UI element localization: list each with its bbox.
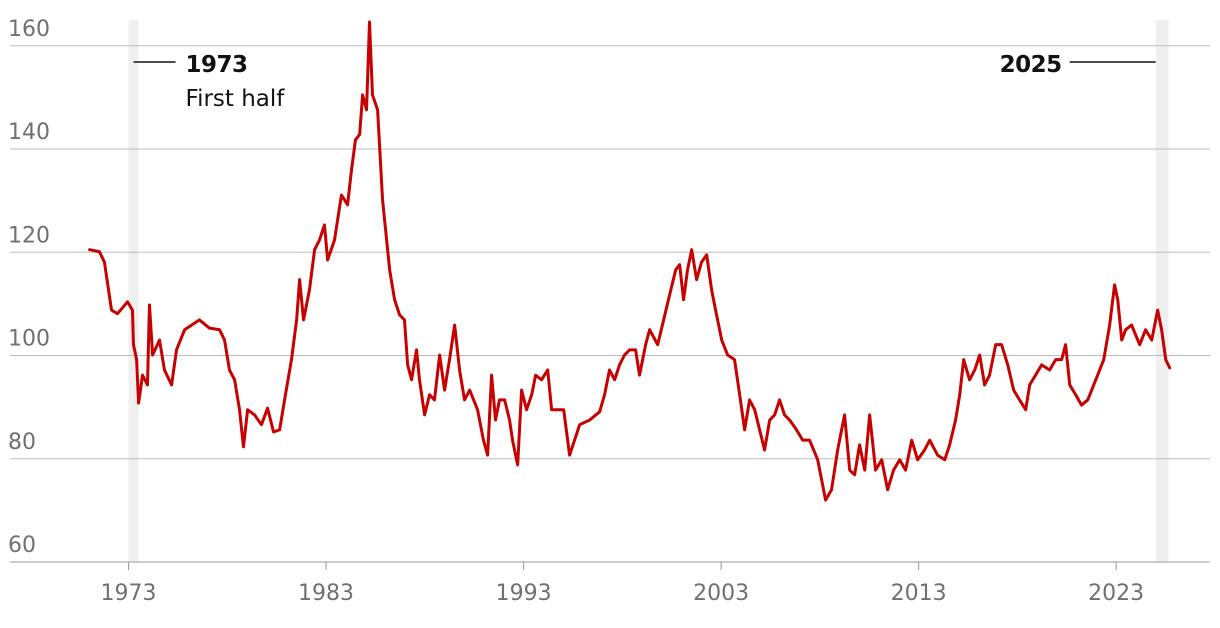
y-tick-label: 100 — [8, 327, 50, 352]
annotation-label: 1973 — [186, 52, 248, 78]
y-tick-label: 80 — [8, 430, 36, 455]
data-line — [88, 20, 1172, 502]
highlight-bands — [128, 20, 1169, 562]
y-tick-label: 160 — [8, 17, 50, 42]
x-tick-label: 1993 — [496, 581, 552, 606]
x-tick-label: 2013 — [891, 581, 947, 606]
x-tick-label: 1983 — [298, 581, 354, 606]
x-tick-label: 2003 — [693, 581, 749, 606]
y-tick-label: 60 — [8, 533, 36, 558]
y-tick-label: 120 — [8, 223, 50, 248]
x-tick-label: 1973 — [101, 581, 157, 606]
plot — [88, 20, 1172, 502]
grid: 60 80 100 120 140 160 1973 1983 1993 2003 2013 2023 — [8, 17, 1210, 606]
highlight-band — [128, 20, 139, 562]
highlight-band — [1155, 20, 1169, 562]
x-tick-label: 2023 — [1088, 581, 1144, 606]
annotation-note: First half — [186, 86, 286, 112]
annotation-label: 2025 — [1000, 52, 1062, 78]
annotations: 1973 First half 2025 — [133, 52, 1156, 112]
y-tick-label: 140 — [8, 120, 50, 145]
